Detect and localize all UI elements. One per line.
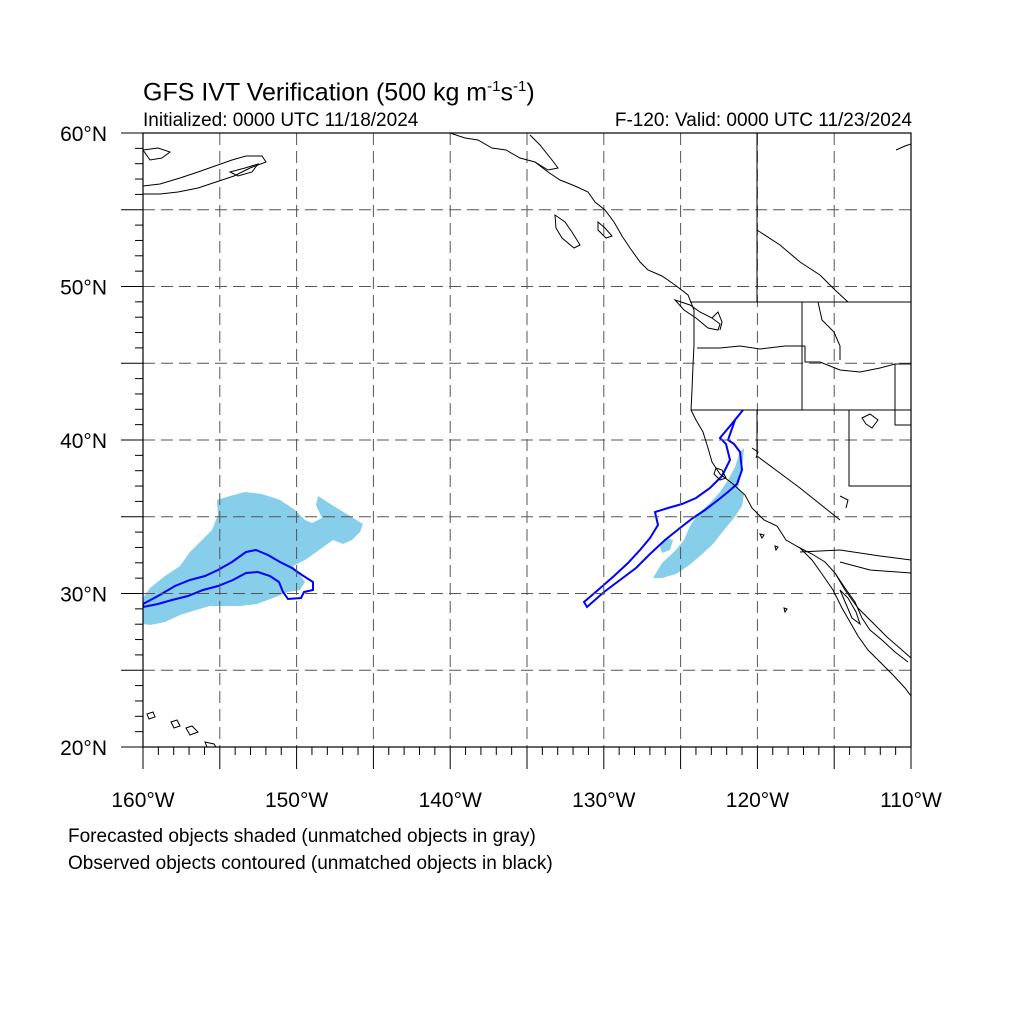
longitude-tick-label: 140°W <box>419 789 482 812</box>
map-content <box>143 133 911 747</box>
observed-objects <box>143 409 744 609</box>
latitude-labels: 60°N 50°N 40°N 30°N 20°N <box>60 123 107 760</box>
longitude-tick-label: 120°W <box>726 789 789 812</box>
legend-observed-note: Observed objects contoured (unmatched ob… <box>68 853 553 874</box>
forecast-object-central-pacific <box>143 492 363 625</box>
latitude-tick-label: 50°N <box>60 277 107 300</box>
legend-forecast-note: Forecasted objects shaded (unmatched obj… <box>68 826 536 847</box>
map-title: GFS IVT Verification (500 kg m-1s-1) <box>143 78 535 107</box>
longitude-tick-label: 110°W <box>880 789 942 812</box>
observed-contour-california <box>582 409 744 609</box>
coastlines <box>143 133 911 747</box>
forecast-object-california <box>653 448 744 578</box>
latitude-tick-label: 20°N <box>60 737 107 760</box>
latitude-tick-label: 30°N <box>60 584 107 607</box>
valid-time: F-120: Valid: 0000 UTC 11/23/2024 <box>614 110 912 131</box>
longitude-tick-label: 160°W <box>111 789 174 812</box>
initialized-time: Initialized: 0000 UTC 11/18/2024 <box>143 110 419 131</box>
graticule <box>143 133 911 747</box>
observed-contour-central-pacific <box>143 548 314 609</box>
axis-ticks <box>121 132 912 769</box>
forecast-objects <box>143 448 744 625</box>
political-borders <box>690 133 911 574</box>
longitude-tick-label: 150°W <box>265 789 328 812</box>
latitude-tick-label: 40°N <box>60 430 107 453</box>
forecast-object-california-fragment <box>660 538 673 553</box>
longitude-labels: 160°W 150°W 140°W 130°W 120°W 110°W <box>111 789 942 812</box>
latitude-tick-label: 60°N <box>60 123 107 146</box>
longitude-tick-label: 130°W <box>572 789 635 812</box>
